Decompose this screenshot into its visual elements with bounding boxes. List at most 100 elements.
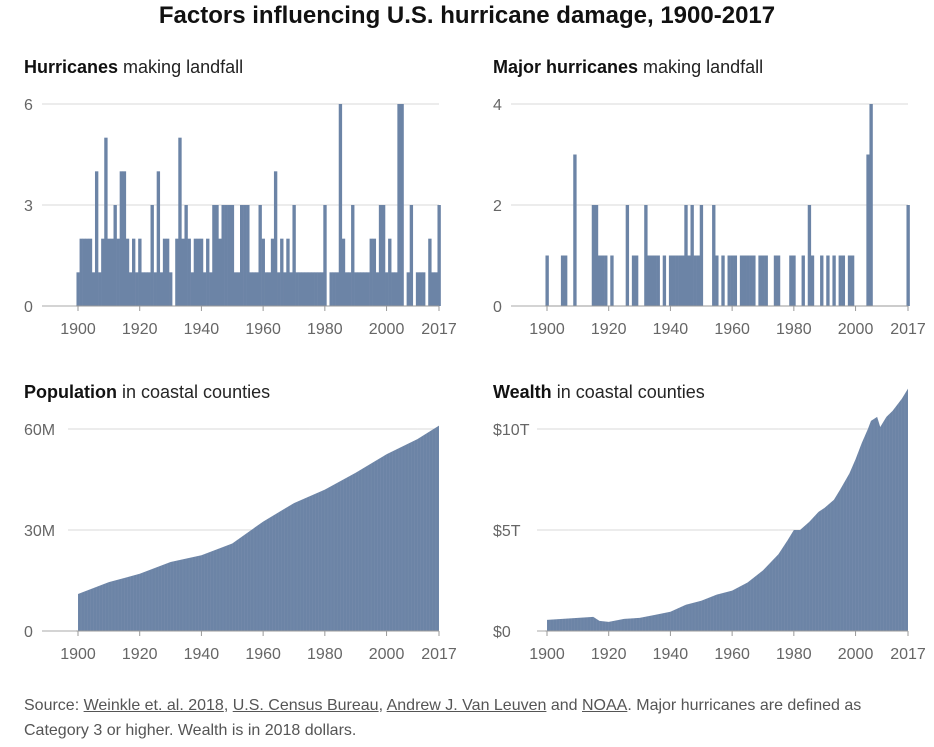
- source-link-census[interactable]: U.S. Census Bureau: [232, 697, 379, 714]
- major-hurricanes-chart-title: Major hurricanes making landfall: [493, 57, 764, 77]
- population-y-tick-label: 30M: [24, 523, 55, 540]
- hurricanes-y-tick-label: 3: [24, 198, 33, 215]
- wealth-x-tick-label: 2017: [890, 646, 926, 663]
- major-hurricanes-bar: [847, 255, 852, 306]
- hurricanes-bar: [233, 272, 238, 306]
- hurricanes-bar: [347, 272, 352, 306]
- source-link-noaa[interactable]: NOAA: [582, 697, 628, 714]
- major-hurricanes-y-tick-label: 0: [493, 299, 502, 316]
- major-hurricanes-bar: [789, 255, 793, 306]
- wealth-area: [547, 388, 908, 631]
- hurricanes-bar: [190, 272, 194, 306]
- hurricanes-bar: [82, 238, 86, 306]
- hurricanes-y-tick-label: 6: [24, 97, 33, 114]
- major-hurricanes-bar: [749, 255, 753, 306]
- major-hurricanes-bar: [733, 255, 738, 306]
- major-hurricanes-bar: [866, 154, 870, 306]
- hurricanes-bar: [400, 104, 404, 306]
- major-hurricanes-bar: [773, 255, 778, 306]
- major-hurricanes-bar: [746, 255, 750, 306]
- hurricanes-bar: [289, 272, 293, 306]
- hurricanes-bar: [246, 205, 250, 306]
- major-hurricanes-bar: [761, 255, 765, 306]
- major-hurricanes-bar: [560, 255, 565, 306]
- hurricanes-bar: [144, 272, 148, 306]
- major-hurricanes-bar: [644, 205, 648, 306]
- wealth-y-tick-label: $5T: [493, 523, 521, 540]
- hurricanes-bar: [116, 238, 120, 306]
- major-hurricanes-bar: [841, 255, 846, 306]
- hurricanes-bar: [391, 272, 395, 306]
- major-hurricanes-bar: [730, 255, 734, 306]
- major-hurricanes-bar: [678, 255, 682, 306]
- hurricanes-bar: [351, 205, 355, 306]
- hurricanes-bar: [150, 205, 154, 306]
- hurricanes-bar: [357, 272, 361, 306]
- major-hurricanes-x-tick-label: 1960: [714, 321, 750, 338]
- major-hurricanes-bar: [545, 255, 549, 306]
- hurricanes-bar: [378, 205, 383, 306]
- hurricanes-bar: [218, 238, 222, 306]
- major-hurricanes-bar: [742, 255, 747, 306]
- hurricanes-bar: [428, 238, 432, 306]
- population-chart: 0 30M 60M 1900 1920 1940 1960 1980 2000 2017: [24, 389, 457, 663]
- major-hurricanes-bar: [668, 255, 673, 306]
- population-x-tick-label: 1920: [122, 646, 158, 663]
- hurricanes-bar: [264, 272, 269, 306]
- major-hurricanes-bar: [675, 255, 679, 306]
- hurricanes-bar: [249, 272, 253, 306]
- hurricanes-bar: [267, 272, 272, 306]
- hurricanes-bar: [132, 238, 136, 306]
- hurricanes-bar: [431, 272, 435, 306]
- major-hurricanes-bar: [850, 255, 855, 306]
- major-hurricanes-x-tick-label: 1900: [529, 321, 565, 338]
- hurricanes-bar: [243, 205, 247, 306]
- hurricanes-bar: [181, 238, 185, 306]
- major-hurricanes-x-tick-label: 1940: [653, 321, 689, 338]
- hurricanes-bar: [388, 238, 392, 306]
- hurricanes-bar: [332, 272, 336, 306]
- hurricanes-bar: [360, 272, 364, 306]
- major-hurricanes-bar: [601, 255, 605, 306]
- hurricanes-x-tick-label: 1960: [245, 321, 281, 338]
- major-hurricanes-x-tick-label: 1980: [776, 321, 812, 338]
- hurricanes-bar: [283, 272, 287, 306]
- source-link-weinkle[interactable]: Weinkle et. al. 2018: [83, 697, 224, 714]
- hurricanes-bar: [397, 104, 401, 306]
- population-y-tick-label: 60M: [24, 422, 55, 439]
- hurricanes-bar: [415, 272, 420, 306]
- major-hurricanes-bar: [727, 255, 731, 306]
- wealth-x-tick-label: 2000: [838, 646, 874, 663]
- hurricanes-bar: [317, 272, 321, 306]
- hurricanes-bar: [76, 272, 80, 306]
- hurricanes-bar: [277, 272, 281, 306]
- major-hurricanes-bar: [681, 255, 685, 306]
- major-hurricanes-bar: [693, 255, 697, 306]
- hurricanes-bar: [422, 272, 426, 306]
- hurricanes-bar: [236, 272, 241, 306]
- population-x-tick-label: 2000: [369, 646, 405, 663]
- major-hurricanes-bar: [573, 154, 577, 306]
- hurricanes-bar: [335, 272, 340, 306]
- major-hurricanes-bar: [684, 205, 688, 306]
- source-link-van-leuven[interactable]: Andrew J. Van Leuven: [386, 697, 547, 714]
- major-hurricanes-bar: [801, 255, 805, 306]
- hurricanes-bar: [369, 238, 373, 306]
- hurricanes-bar: [418, 272, 423, 306]
- page-title: Factors influencing U.S. hurricane damag…: [158, 2, 776, 29]
- hurricanes-bar: [273, 171, 278, 306]
- hurricanes-bar: [304, 272, 309, 306]
- major-hurricanes-bar: [712, 205, 716, 306]
- wealth-x-tick-label: 1920: [591, 646, 627, 663]
- hurricanes-bar: [227, 205, 232, 306]
- hurricanes-bar: [178, 137, 182, 306]
- hurricanes-bar: [196, 238, 201, 306]
- hurricanes-bar: [122, 171, 127, 306]
- major-hurricanes-bar: [792, 255, 796, 306]
- population-chart-title: Population in coastal counties: [24, 382, 271, 402]
- hurricanes-bar: [434, 272, 438, 306]
- wealth-x-tick-label: 1940: [653, 646, 689, 663]
- hurricanes-bar: [252, 272, 256, 306]
- hurricanes-bar: [298, 272, 302, 306]
- hurricanes-bar: [209, 272, 213, 306]
